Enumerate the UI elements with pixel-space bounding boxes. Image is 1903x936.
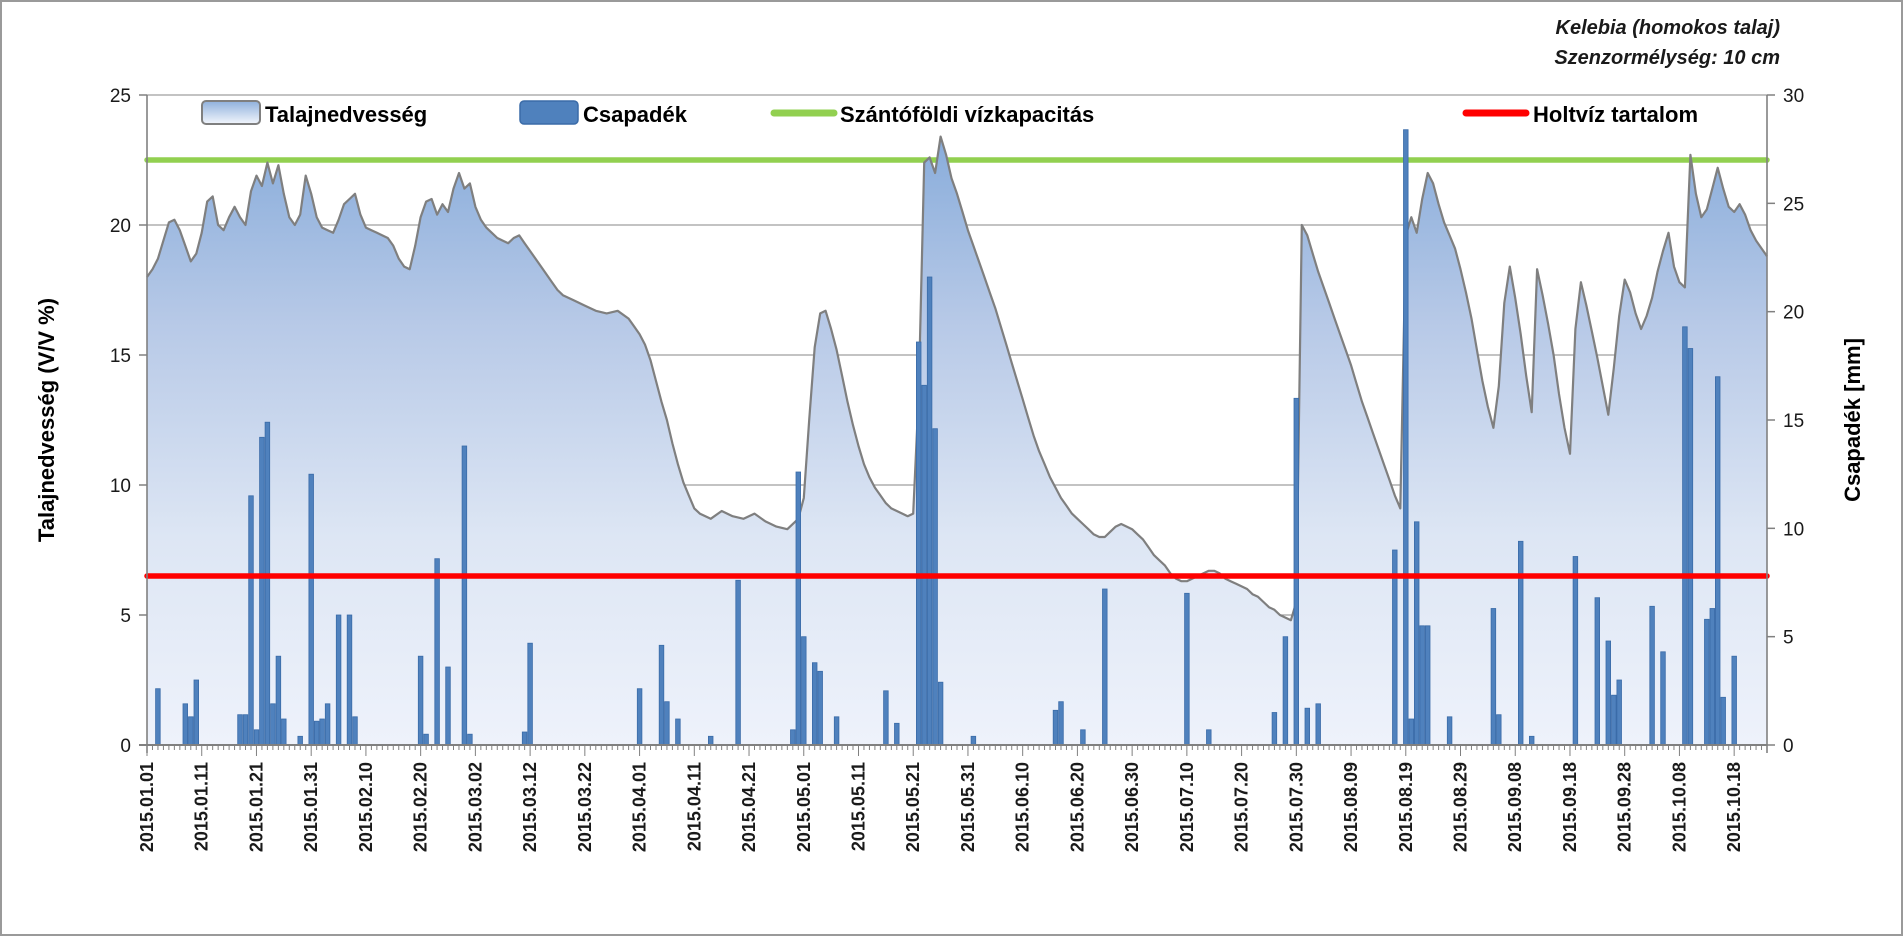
svg-text:2015.02.20: 2015.02.20 (411, 762, 431, 852)
svg-text:5: 5 (120, 606, 131, 627)
legend-label-moisture: Talajnedvesség (265, 102, 427, 127)
precipitation-bar-swatch-icon (519, 100, 579, 125)
svg-text:2015.09.28: 2015.09.28 (1615, 762, 1635, 852)
legend-label-wilting-point: Holtvíz tartalom (1533, 102, 1698, 127)
svg-text:25: 25 (110, 86, 131, 107)
svg-text:2015.03.12: 2015.03.12 (520, 762, 540, 852)
svg-text:2015.06.10: 2015.06.10 (1013, 762, 1033, 852)
svg-text:20: 20 (110, 216, 131, 237)
legend-item-precipitation: Csapadék (519, 100, 688, 127)
svg-text:2015.03.02: 2015.03.02 (465, 762, 485, 852)
svg-text:2015.01.31: 2015.01.31 (301, 762, 321, 852)
svg-text:2015.10.18: 2015.10.18 (1724, 762, 1744, 852)
svg-text:30: 30 (1783, 86, 1804, 107)
moisture-area-swatch-icon (201, 100, 261, 125)
svg-text:10: 10 (1783, 519, 1804, 540)
svg-text:10: 10 (110, 476, 131, 497)
svg-text:2015.01.21: 2015.01.21 (246, 762, 266, 852)
svg-text:0: 0 (1783, 736, 1794, 757)
right-axis-title: Csapadék [mm] (1840, 338, 1865, 502)
legend-item-field-capacity: Szántóföldi vízkapacitás (770, 102, 1094, 127)
svg-text:5: 5 (1783, 628, 1794, 649)
y-axis-ticks: 0 5 10 15 20 25 0 5 10 15 20 25 30 (110, 86, 1804, 757)
svg-text:2015.09.18: 2015.09.18 (1560, 762, 1580, 852)
x-axis-ticks: 2015.01.01 2015.01.11 2015.01.21 2015.01.31… (137, 745, 1768, 852)
svg-text:15: 15 (1783, 411, 1804, 432)
svg-text:2015.08.29: 2015.08.29 (1451, 762, 1471, 852)
svg-text:2015.08.19: 2015.08.19 (1396, 762, 1416, 852)
chart-title-line1: Kelebia (homokos talaj) (1556, 17, 1781, 39)
svg-text:2015.04.11: 2015.04.11 (684, 762, 704, 851)
axes (139, 95, 1768, 753)
svg-text:2015.07.10: 2015.07.10 (1177, 762, 1197, 852)
svg-text:0: 0 (120, 736, 131, 757)
svg-text:2015.07.30: 2015.07.30 (1286, 762, 1306, 852)
svg-text:2015.05.11: 2015.05.11 (848, 762, 868, 851)
svg-text:2015.06.20: 2015.06.20 (1067, 762, 1087, 852)
svg-text:15: 15 (110, 346, 131, 367)
left-axis-title: Talajnedvesség (V/V %) (34, 298, 59, 542)
svg-text:2015.09.08: 2015.09.08 (1505, 762, 1525, 852)
svg-text:2015.04.01: 2015.04.01 (630, 762, 650, 852)
legend-item-wilting-point: Holtvíz tartalom (1462, 102, 1698, 127)
legend: Talajnedvesség Csapadék Szántóföldi vízk… (201, 100, 1698, 127)
svg-text:2015.10.08: 2015.10.08 (1669, 762, 1689, 852)
svg-text:2015.01.01: 2015.01.01 (137, 762, 157, 852)
svg-text:20: 20 (1783, 303, 1804, 324)
legend-label-field-capacity: Szántóföldi vízkapacitás (840, 102, 1094, 127)
moisture-area-series (146, 135, 1768, 746)
svg-text:2015.06.30: 2015.06.30 (1122, 762, 1142, 852)
svg-text:2015.05.01: 2015.05.01 (794, 762, 814, 852)
svg-text:2015.07.20: 2015.07.20 (1232, 762, 1252, 852)
svg-text:25: 25 (1783, 194, 1804, 215)
legend-label-precipitation: Csapadék (583, 102, 688, 127)
legend-item-moisture: Talajnedvesség (201, 100, 427, 127)
svg-text:2015.08.09: 2015.08.09 (1341, 762, 1361, 852)
chart-title-line2: Szenzormélység: 10 cm (1554, 47, 1780, 69)
svg-text:2015.02.10: 2015.02.10 (356, 762, 376, 852)
svg-text:2015.05.31: 2015.05.31 (958, 762, 978, 852)
svg-text:2015.04.21: 2015.04.21 (739, 762, 759, 852)
svg-text:2015.05.21: 2015.05.21 (903, 762, 923, 852)
svg-text:2015.03.22: 2015.03.22 (575, 762, 595, 852)
svg-text:2015.01.11: 2015.01.11 (192, 762, 212, 851)
